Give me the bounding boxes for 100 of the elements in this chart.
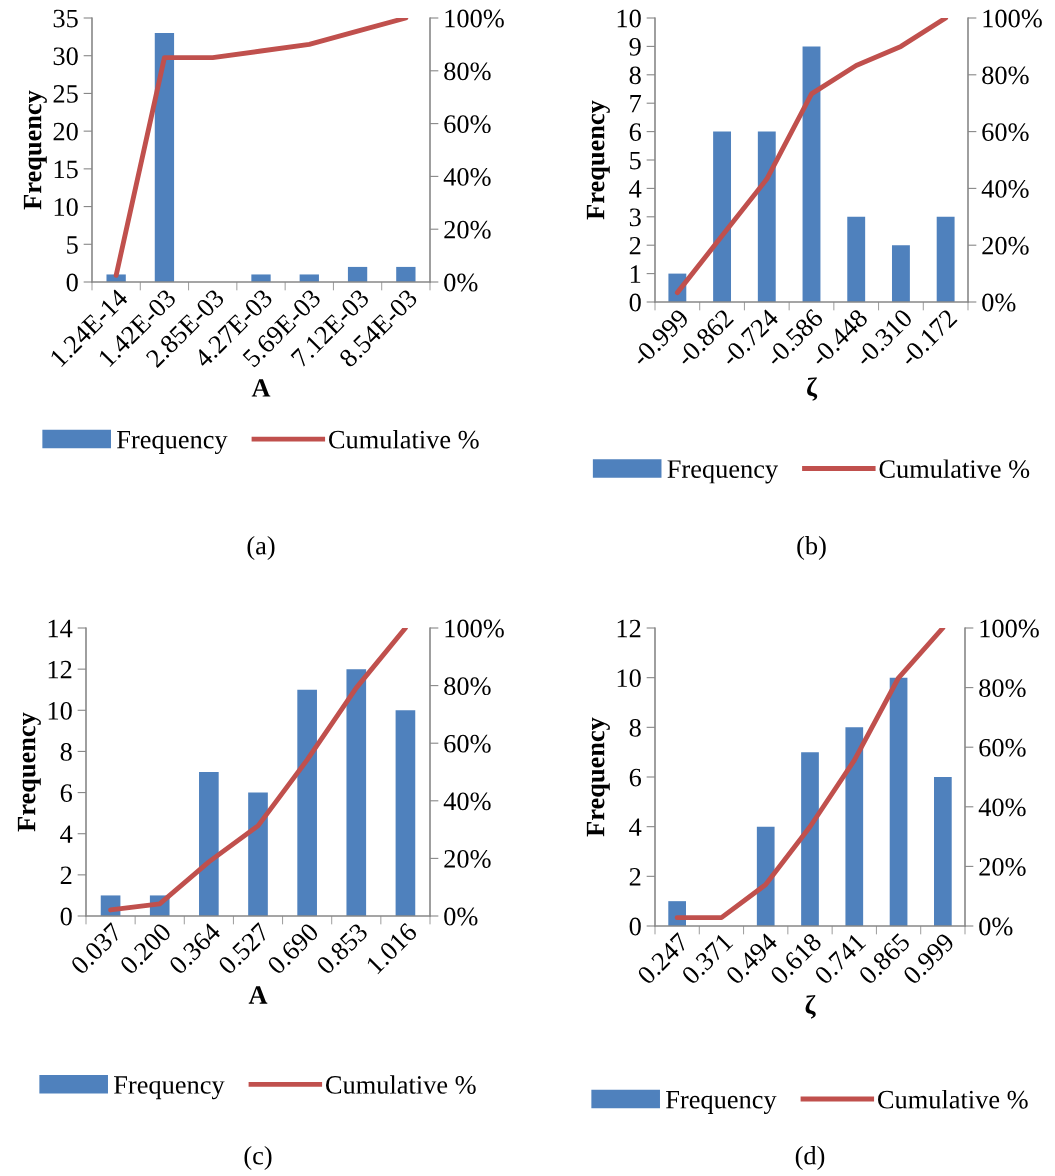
legend-label: Cumulative %: [326, 1075, 476, 1094]
bar: [248, 792, 268, 916]
legend-label: Cumulative %: [878, 1089, 1028, 1109]
y-tick-label: 15: [54, 160, 78, 179]
y2-tick-label: 80%: [444, 62, 491, 81]
line-series: [674, 18, 949, 296]
y-tick-label: 25: [53, 85, 78, 103]
y-tick-label: 8: [629, 718, 641, 737]
y-tick-label: 2: [60, 866, 72, 885]
bar: [713, 131, 732, 302]
y2-tick-label: 100%: [445, 9, 504, 28]
y-axis-title: Frequency: [23, 90, 47, 210]
y2-tick-label: 100%: [445, 619, 504, 638]
bar: [757, 131, 776, 302]
x-axis-title: ζ: [805, 995, 816, 1019]
bar: [756, 826, 775, 926]
bar: [251, 274, 271, 282]
y-tick-label: 8: [629, 66, 641, 85]
legend-label: Cumulative %: [879, 459, 1030, 479]
bar: [154, 33, 175, 282]
x-axis-title: A: [251, 379, 271, 397]
bar: [346, 669, 367, 916]
y2-tick-label: 40%: [443, 792, 491, 811]
y2-tick-label: 0%: [982, 293, 1016, 312]
bar: [347, 266, 368, 282]
y-tick-label: 12: [48, 660, 72, 679]
x-axis-title: ζ: [807, 377, 818, 401]
y-tick-label: 7: [630, 95, 642, 113]
y2-tick-label: 60%: [982, 123, 1029, 142]
text: (b): [797, 536, 826, 560]
line-series: [674, 628, 946, 921]
y-tick-label: 1: [630, 265, 641, 283]
y-tick-label: 0: [60, 907, 72, 926]
y-axis-title: Frequency: [586, 100, 610, 220]
bar: [936, 216, 955, 302]
y-tick-label: 2: [629, 868, 641, 886]
bar: [396, 266, 416, 282]
y2-tick-label: 20%: [444, 850, 491, 868]
y-tick-label: 12: [617, 619, 641, 638]
y-tick-label: 5: [67, 236, 78, 254]
y-tick-label: 0: [629, 917, 641, 936]
y-tick-label: 10: [617, 669, 641, 688]
y2-tick-label: 20%: [444, 220, 491, 239]
bar: [801, 752, 819, 926]
bar: [395, 710, 416, 916]
y-tick-label: 14: [48, 619, 73, 638]
y2-tick-label: 0%: [979, 917, 1013, 936]
y-tick-label: 4: [629, 818, 642, 836]
line-series: [113, 18, 409, 278]
y-tick-label: 4: [629, 180, 642, 198]
y2-tick-label: 100%: [980, 619, 1039, 638]
y2-tick-label: 60%: [444, 734, 491, 753]
y-tick-label: 2: [629, 236, 641, 255]
y2-tick-label: 20%: [982, 236, 1029, 255]
y2-tick-label: 40%: [443, 168, 491, 186]
y2-tick-label: 40%: [981, 180, 1029, 198]
y-tick-label: 8: [60, 743, 72, 761]
y-tick-label: 10: [617, 9, 641, 28]
legend-label: Frequency: [666, 1091, 777, 1114]
legend-label: Frequency: [114, 1076, 225, 1100]
y-tick-label: 10: [54, 198, 78, 216]
y-tick-label: 4: [60, 825, 73, 843]
y-tick-label: 3: [629, 208, 641, 227]
y-tick-label: 35: [53, 9, 78, 28]
text: (d): [795, 1146, 825, 1170]
x-axis-title: A: [248, 986, 268, 1004]
y2-tick-label: 20%: [979, 858, 1026, 876]
y2-tick-label: 0%: [444, 273, 478, 292]
text: (a): [247, 536, 275, 560]
y-axis-title: Frequency: [17, 712, 41, 832]
legend-label: Cumulative %: [329, 429, 479, 449]
bar: [845, 727, 864, 926]
line-series: [108, 628, 408, 913]
bar: [297, 689, 317, 916]
y2-tick-label: 0%: [444, 907, 478, 926]
y2-tick-label: 60%: [979, 738, 1026, 757]
bar: [299, 274, 319, 282]
y2-tick-label: 40%: [978, 798, 1026, 817]
y-tick-label: 9: [629, 38, 641, 56]
y-tick-label: 30: [53, 47, 78, 66]
bar: [199, 772, 219, 916]
legend-label: Frequency: [667, 460, 779, 484]
y-tick-label: 5: [630, 151, 641, 170]
y-tick-label: 0: [629, 293, 641, 312]
y-tick-label: 6: [629, 123, 642, 142]
y-tick-label: 10: [48, 701, 72, 720]
bar: [802, 46, 821, 302]
y-tick-label: 6: [60, 784, 73, 802]
legend-label: Frequency: [117, 431, 228, 454]
y-tick-label: 20: [53, 122, 78, 141]
bar: [847, 216, 866, 302]
y2-tick-label: 60%: [444, 115, 491, 134]
text: (c): [244, 1146, 272, 1170]
y-tick-label: 6: [629, 768, 642, 787]
bar: [889, 677, 908, 926]
y2-tick-label: 80%: [982, 66, 1029, 85]
bar: [934, 777, 952, 926]
y-axis-title: Frequency: [586, 717, 610, 837]
bar: [891, 245, 910, 302]
y2-tick-label: 100%: [983, 9, 1042, 28]
